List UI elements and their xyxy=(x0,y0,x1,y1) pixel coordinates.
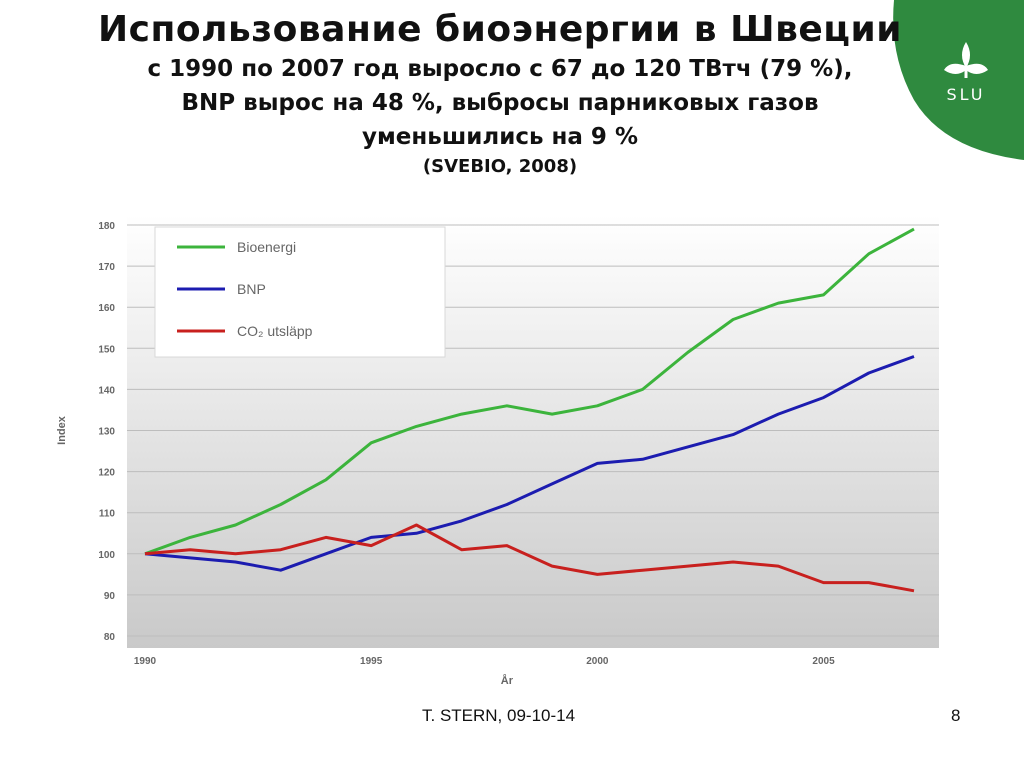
y-tick-label: 160 xyxy=(98,303,115,314)
y-tick-label: 170 xyxy=(98,262,115,273)
line-chart: 80 90 100 110 120 130 140 150 160 170 180 1990 1995… xyxy=(56,215,939,687)
series-line-bioenergi xyxy=(144,227,915,556)
slu-logo-background xyxy=(893,0,1024,160)
x-tick-label: 1990 xyxy=(134,656,157,667)
slu-logo-text: SLU xyxy=(947,85,986,104)
y-tick-label: 120 xyxy=(98,468,115,479)
y-axis-label: Index xyxy=(56,415,68,445)
page-number: 8 xyxy=(951,706,961,725)
series-lines xyxy=(144,227,915,593)
slu-leaf-icon xyxy=(944,42,988,78)
y-tick-label: 90 xyxy=(104,591,116,602)
x-tick-label: 2000 xyxy=(586,656,609,667)
y-tick-label: 100 xyxy=(98,550,115,561)
subtitle-line-1: с 1990 по 2007 год выросло с 67 до 120 Т… xyxy=(147,56,853,82)
y-tick-label: 150 xyxy=(98,344,115,355)
y-tick-label: 110 xyxy=(99,509,116,520)
title-block: Использование биоэнергии в Швеции с 1990… xyxy=(0,8,1000,182)
legend-label: BNP xyxy=(237,281,266,297)
legend: Bioenergi BNP CO₂ utsläpp xyxy=(154,226,446,358)
y-tick-label: 140 xyxy=(98,385,115,396)
y-tick-labels: 80 90 100 110 120 130 140 150 160 170 180 xyxy=(98,221,115,643)
x-tick-labels: 1990 1995 2000 2005 xyxy=(134,656,835,667)
source-citation: (SVEBIO, 2008) xyxy=(422,156,578,177)
x-axis-label: År xyxy=(501,674,514,687)
y-tick-label: 180 xyxy=(98,221,115,232)
gridlines xyxy=(127,224,939,637)
footer-author: T. STERN, 09-10-14 xyxy=(422,706,576,725)
y-tick-label: 130 xyxy=(98,427,115,438)
legend-label: Bioenergi xyxy=(237,239,296,255)
subtitle-line-2: BNP вырос на 48 %, выбросы парниковых га… xyxy=(181,90,819,116)
subtitle-line-3: уменьшились на 9 % xyxy=(362,124,638,150)
series-line-co-utsl-pp xyxy=(144,523,915,593)
slide-title: Использование биоэнергии в Швеции xyxy=(98,9,902,50)
legend-label: CO₂ utsläpp xyxy=(237,323,313,339)
chart-container: 80 90 100 110 120 130 140 150 160 170 180 1990 1995… xyxy=(40,205,945,695)
slu-logo: SLU xyxy=(893,0,1024,160)
series-line-bnp xyxy=(144,355,915,572)
y-tick-label: 80 xyxy=(104,632,116,643)
x-tick-label: 2005 xyxy=(812,656,835,667)
legend-box xyxy=(154,226,446,358)
x-tick-label: 1995 xyxy=(360,656,383,667)
